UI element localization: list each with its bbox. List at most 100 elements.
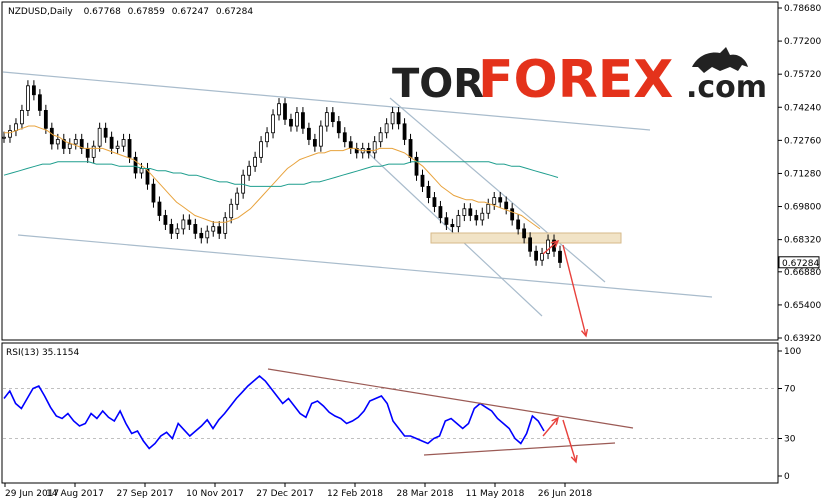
candle-body <box>408 139 413 158</box>
candle-body <box>354 148 359 154</box>
candle-body <box>115 145 120 149</box>
candle-body <box>342 132 347 143</box>
price-up-arrow <box>542 240 559 255</box>
channel-line <box>389 97 606 283</box>
candle-body <box>444 217 449 225</box>
price-tick-label: 0.69800 <box>784 203 821 213</box>
candle-body <box>85 148 90 158</box>
candle-body <box>175 228 180 234</box>
candle-body <box>295 112 299 127</box>
candle-body <box>546 239 550 254</box>
rsi-tick-label: 0 <box>784 472 790 482</box>
time-tick-label: 26 Jun 2018 <box>538 489 592 499</box>
candle-body <box>253 156 257 167</box>
rsi-up-arrow <box>542 417 559 437</box>
candle-body <box>163 215 168 225</box>
candle-body <box>492 197 497 205</box>
price-tick-label: 0.65400 <box>784 301 821 311</box>
candle-body <box>49 127 54 145</box>
candle-body <box>151 183 156 203</box>
candle-body <box>438 206 443 219</box>
candle-body <box>8 130 12 138</box>
price-tick-label: 0.78680 <box>784 4 821 14</box>
candle-body <box>486 203 491 214</box>
price-tick-label: 0.74240 <box>784 103 821 113</box>
time-tick-label: 27 Dec 2017 <box>256 489 314 499</box>
candle-body <box>283 103 287 120</box>
time-tick-label: 12 Feb 2018 <box>327 489 383 499</box>
candle-body <box>259 141 263 158</box>
candle-body <box>336 121 341 134</box>
candle-body <box>157 201 162 216</box>
candle-body <box>211 226 216 232</box>
candle-body <box>498 197 503 203</box>
candle-body <box>504 201 509 210</box>
channel-lines <box>2 71 713 317</box>
candle-body <box>79 139 84 149</box>
candle-body <box>372 141 377 154</box>
candle-body <box>55 139 60 145</box>
rsi-up-arrow-head <box>551 416 560 425</box>
candle-body <box>14 123 18 131</box>
candle-body <box>540 253 544 261</box>
candle-body <box>312 139 317 147</box>
candle-body <box>348 141 353 149</box>
candle-body <box>474 215 479 221</box>
price-tick-label: 0.71280 <box>784 169 821 179</box>
ma-slow-line <box>3 161 559 187</box>
rsi-resistance-line <box>267 368 634 429</box>
candle-body <box>330 112 335 122</box>
candle-body <box>235 192 240 205</box>
price-tick-label: 0.66880 <box>784 268 821 278</box>
channel-line <box>17 234 713 298</box>
candle-body <box>103 127 108 138</box>
rsi-label: RSI(13) 35.1154 <box>6 348 79 358</box>
candle-body <box>181 219 186 230</box>
candle-body <box>139 168 144 174</box>
price-tick-label: 0.63920 <box>784 334 821 344</box>
symbol-text: NZDUSD,Daily <box>8 7 73 17</box>
candle-body <box>61 139 66 149</box>
candle-body <box>558 250 562 263</box>
candle-body <box>420 174 425 187</box>
price-tick-label: 0.77200 <box>784 37 821 47</box>
candle-body <box>378 132 383 143</box>
candle-body <box>307 127 311 140</box>
open-text: 0.67768 <box>84 7 121 17</box>
candle-body <box>31 85 36 96</box>
price-tick-label: 0.72760 <box>784 136 821 146</box>
last-price-text: 0.67284 <box>782 259 819 269</box>
candle-body <box>265 132 269 143</box>
price-axis: 0.78680 0.77200 0.75720 0.74240 0.72760 0.712… <box>778 4 821 344</box>
candle-body <box>20 109 24 125</box>
candle-body <box>480 212 485 221</box>
time-tick-label: 11 May 2018 <box>466 489 525 499</box>
rsi-forecast-arrows <box>542 416 578 464</box>
candle-body <box>301 112 305 129</box>
candle-body <box>462 208 467 216</box>
candle-body <box>324 112 329 127</box>
candle-body <box>133 156 138 174</box>
price-down-arrow-head <box>580 329 589 338</box>
candle-body <box>516 219 521 230</box>
candle-body <box>26 85 30 111</box>
close-text: 0.67284 <box>216 7 253 17</box>
candle-body <box>37 94 42 111</box>
candle-body <box>456 215 461 228</box>
torforex-logo: TOR FOREX .com <box>392 47 767 110</box>
candle-body <box>247 165 252 176</box>
candle-body <box>277 103 281 116</box>
rsi-line <box>3 374 545 450</box>
candle-body <box>73 139 78 145</box>
candle-body <box>426 186 431 198</box>
candle-body <box>97 127 102 147</box>
candle-body <box>450 224 455 228</box>
candle-body <box>390 112 395 125</box>
price-tick-label: 0.75720 <box>784 70 821 80</box>
candle-body <box>229 203 234 219</box>
time-tick-label: 10 Nov 2017 <box>186 489 244 499</box>
rsi-tick-label: 100 <box>784 347 801 357</box>
candle-body <box>217 226 222 234</box>
